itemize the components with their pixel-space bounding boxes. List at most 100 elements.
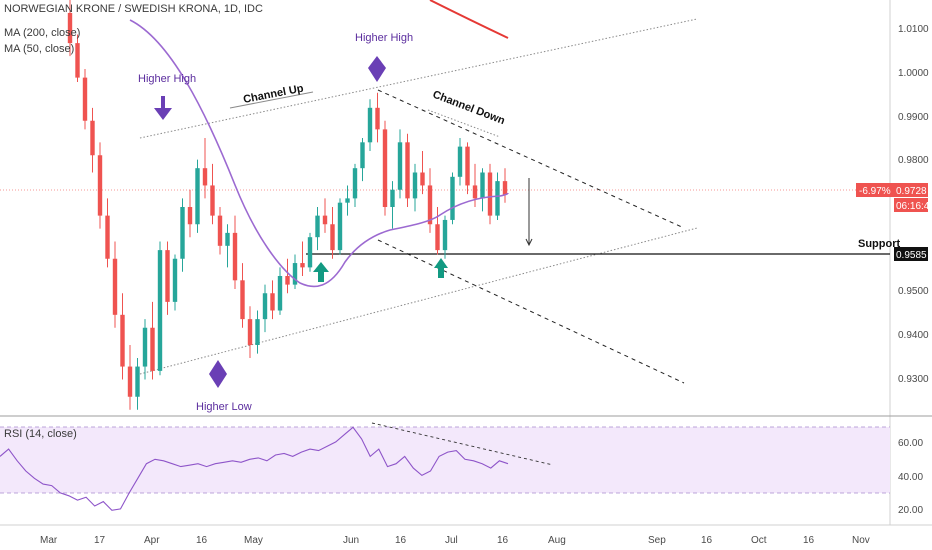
candle-body[interactable] — [172, 258, 178, 302]
countdown-text: 06:16:47 — [896, 201, 932, 212]
price-tick: 0.9300 — [898, 374, 929, 385]
candle-body[interactable] — [397, 142, 403, 190]
candle-body[interactable] — [210, 185, 215, 216]
candle-body[interactable] — [450, 176, 455, 220]
time-label: Jul — [445, 535, 458, 546]
ma50-line[interactable] — [129, 19, 509, 288]
higher-high-left-label: Higher High — [138, 73, 196, 85]
candle-body[interactable] — [262, 293, 268, 320]
candle-body[interactable] — [352, 168, 358, 199]
candle-body[interactable] — [300, 263, 305, 268]
rsi-axis[interactable]: 60.00 40.00 20.00 — [898, 438, 923, 516]
candle-body[interactable] — [472, 185, 478, 199]
channel-down-label-line — [427, 109, 501, 138]
candle-body[interactable] — [307, 237, 313, 268]
candle-body[interactable] — [165, 250, 170, 302]
candle-body[interactable] — [217, 215, 223, 246]
price-tick: 0.9500 — [898, 286, 929, 297]
candle-body[interactable] — [240, 280, 245, 320]
channel-up-lower-line[interactable] — [139, 227, 698, 375]
candle-body[interactable] — [67, 12, 73, 44]
countdown-badge — [894, 198, 928, 212]
change-badge-text: -6.97% — [859, 186, 891, 197]
candle-body[interactable] — [97, 155, 103, 216]
candle-body[interactable] — [382, 129, 388, 207]
symbol-title[interactable]: NORWEGIAN KRONE / SWEDISH KRONA, 1D, IDC — [4, 3, 263, 15]
ma50-legend[interactable]: MA (50, close) — [4, 43, 75, 55]
projection-arrow[interactable] — [525, 178, 533, 247]
candle-body[interactable] — [442, 219, 448, 251]
rsi-line[interactable] — [0, 426, 509, 511]
candle-body[interactable] — [105, 215, 110, 259]
higher-high-right-label: Higher High — [355, 32, 413, 44]
candle-body[interactable] — [90, 120, 95, 156]
candle-body[interactable] — [292, 263, 298, 285]
candle-body[interactable] — [412, 172, 418, 199]
channel-down-lower-line[interactable] — [377, 239, 685, 384]
candle-body[interactable] — [465, 146, 470, 186]
candle-body[interactable] — [390, 189, 395, 207]
candle-body[interactable] — [150, 327, 155, 371]
candle-body[interactable] — [315, 215, 320, 238]
candle-body[interactable] — [285, 276, 290, 285]
ma200-line[interactable] — [429, 0, 509, 39]
candle-body[interactable] — [112, 258, 118, 315]
rsi-divergence-line[interactable] — [371, 422, 554, 466]
time-axis[interactable]: Mar 17 Apr 16 May Jun 16 Jul 16 Aug Sep … — [40, 535, 870, 546]
candle-body[interactable] — [232, 232, 238, 281]
ma200-legend[interactable]: MA (200, close) — [4, 27, 81, 39]
candle-body[interactable] — [142, 327, 148, 367]
candle-body[interactable] — [127, 366, 133, 397]
candle-body[interactable] — [487, 172, 493, 216]
candle-body[interactable] — [435, 224, 440, 251]
candle-body[interactable] — [480, 172, 485, 199]
channel-up-upper-line[interactable] — [139, 18, 698, 139]
price-tick: 1.0100 — [898, 24, 929, 35]
candle-body[interactable] — [322, 215, 328, 225]
candle-body[interactable] — [195, 168, 200, 225]
candle-body[interactable] — [427, 185, 433, 225]
candle-body[interactable] — [225, 232, 230, 246]
candle-body[interactable] — [75, 43, 80, 78]
higher-high-left-arrow[interactable] — [154, 96, 172, 120]
candle-body[interactable] — [157, 250, 163, 371]
candle-body[interactable] — [367, 107, 373, 143]
rsi-band — [0, 427, 890, 493]
candle-body[interactable] — [135, 366, 140, 397]
candle-body[interactable] — [457, 146, 463, 177]
higher-low-arrow[interactable] — [209, 360, 227, 388]
candle-body[interactable] — [405, 142, 410, 199]
time-label: Mar — [40, 535, 58, 546]
candles-group — [67, 0, 508, 410]
time-label: May — [244, 535, 263, 546]
candle-body[interactable] — [375, 107, 380, 130]
price-axis[interactable]: 1.0100 1.0000 0.9900 0.9800 0.9500 0.940… — [898, 24, 929, 385]
candle-body[interactable] — [247, 319, 253, 345]
channel-down-label: Channel Down — [431, 89, 507, 128]
price-tick: 1.0000 — [898, 68, 929, 79]
candle-body[interactable] — [82, 77, 88, 121]
candle-body[interactable] — [120, 314, 125, 367]
candle-body[interactable] — [180, 207, 185, 259]
higher-high-right-arrow[interactable] — [368, 56, 386, 82]
candle-body[interactable] — [277, 276, 283, 311]
support-label: Support — [858, 238, 900, 250]
time-label: Sep — [648, 535, 666, 546]
channel-down-upper-line[interactable] — [377, 89, 685, 229]
rsi-tick: 20.00 — [898, 505, 923, 516]
support-bounce-arrow-2[interactable] — [434, 258, 448, 278]
candle-body[interactable] — [502, 181, 508, 195]
candle-body[interactable] — [270, 293, 275, 311]
candle-body[interactable] — [330, 224, 335, 251]
candle-body[interactable] — [337, 202, 343, 251]
candle-body[interactable] — [360, 142, 365, 169]
candle-body[interactable] — [420, 172, 425, 186]
candle-body[interactable] — [202, 168, 208, 186]
candle-body[interactable] — [495, 181, 500, 216]
candle-body[interactable] — [187, 207, 193, 225]
rsi-legend[interactable]: RSI (14, close) — [4, 428, 77, 440]
candle-body[interactable] — [345, 198, 350, 203]
support-bounce-arrow-1[interactable] — [313, 262, 329, 282]
candle-body[interactable] — [255, 319, 260, 345]
